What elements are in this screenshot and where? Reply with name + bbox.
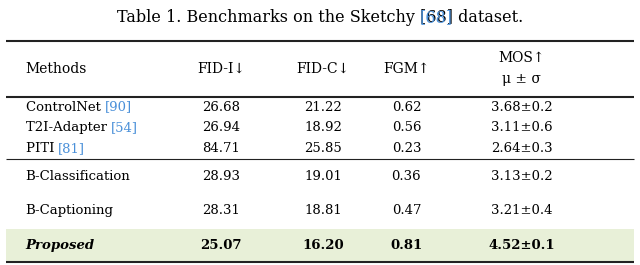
Text: 25.85: 25.85 <box>305 142 342 155</box>
Text: [54]: [54] <box>111 121 138 134</box>
Text: 2.64±0.3: 2.64±0.3 <box>491 142 552 155</box>
Text: 28.93: 28.93 <box>202 170 240 183</box>
Text: 28.31: 28.31 <box>202 204 240 217</box>
Text: 0.81: 0.81 <box>390 238 422 252</box>
FancyBboxPatch shape <box>6 229 634 262</box>
Text: 18.81: 18.81 <box>305 204 342 217</box>
Text: 26.94: 26.94 <box>202 121 240 134</box>
Text: [90]: [90] <box>105 101 132 114</box>
Text: 3.11±0.6: 3.11±0.6 <box>491 121 552 134</box>
Text: FID-I↓: FID-I↓ <box>197 62 244 76</box>
Text: T2I-Adapter: T2I-Adapter <box>26 121 111 134</box>
Text: ControlNet: ControlNet <box>26 101 105 114</box>
Text: 3.68±0.2: 3.68±0.2 <box>491 101 552 114</box>
Text: 0.56: 0.56 <box>392 121 421 134</box>
Text: 3.21±0.4: 3.21±0.4 <box>491 204 552 217</box>
Text: [81]: [81] <box>58 142 85 155</box>
Text: [68]: [68] <box>420 9 453 26</box>
Text: Methods: Methods <box>26 62 87 76</box>
Text: 19.01: 19.01 <box>304 170 342 183</box>
Text: 0.36: 0.36 <box>392 170 421 183</box>
Text: PITI: PITI <box>26 142 58 155</box>
Text: 0.23: 0.23 <box>392 142 421 155</box>
Text: FGM↑: FGM↑ <box>383 62 429 76</box>
Text: 0.62: 0.62 <box>392 101 421 114</box>
Text: 4.52±0.1: 4.52±0.1 <box>488 238 555 252</box>
Text: 26.68: 26.68 <box>202 101 240 114</box>
Text: μ ± σ: μ ± σ <box>502 73 541 86</box>
Text: 0.47: 0.47 <box>392 204 421 217</box>
Text: 21.22: 21.22 <box>305 101 342 114</box>
Text: 84.71: 84.71 <box>202 142 240 155</box>
Text: B-Classification: B-Classification <box>26 170 131 183</box>
Text: 16.20: 16.20 <box>302 238 344 252</box>
Text: MOS↑: MOS↑ <box>499 51 545 65</box>
Text: 18.92: 18.92 <box>304 121 342 134</box>
Text: 3.13±0.2: 3.13±0.2 <box>491 170 552 183</box>
Text: 25.07: 25.07 <box>200 238 241 252</box>
Text: B-Captioning: B-Captioning <box>26 204 114 217</box>
Text: Proposed: Proposed <box>26 238 95 252</box>
Text: Table 1. Benchmarks on the Sketchy [68] dataset.: Table 1. Benchmarks on the Sketchy [68] … <box>117 9 523 26</box>
Text: FID-C↓: FID-C↓ <box>296 62 350 76</box>
